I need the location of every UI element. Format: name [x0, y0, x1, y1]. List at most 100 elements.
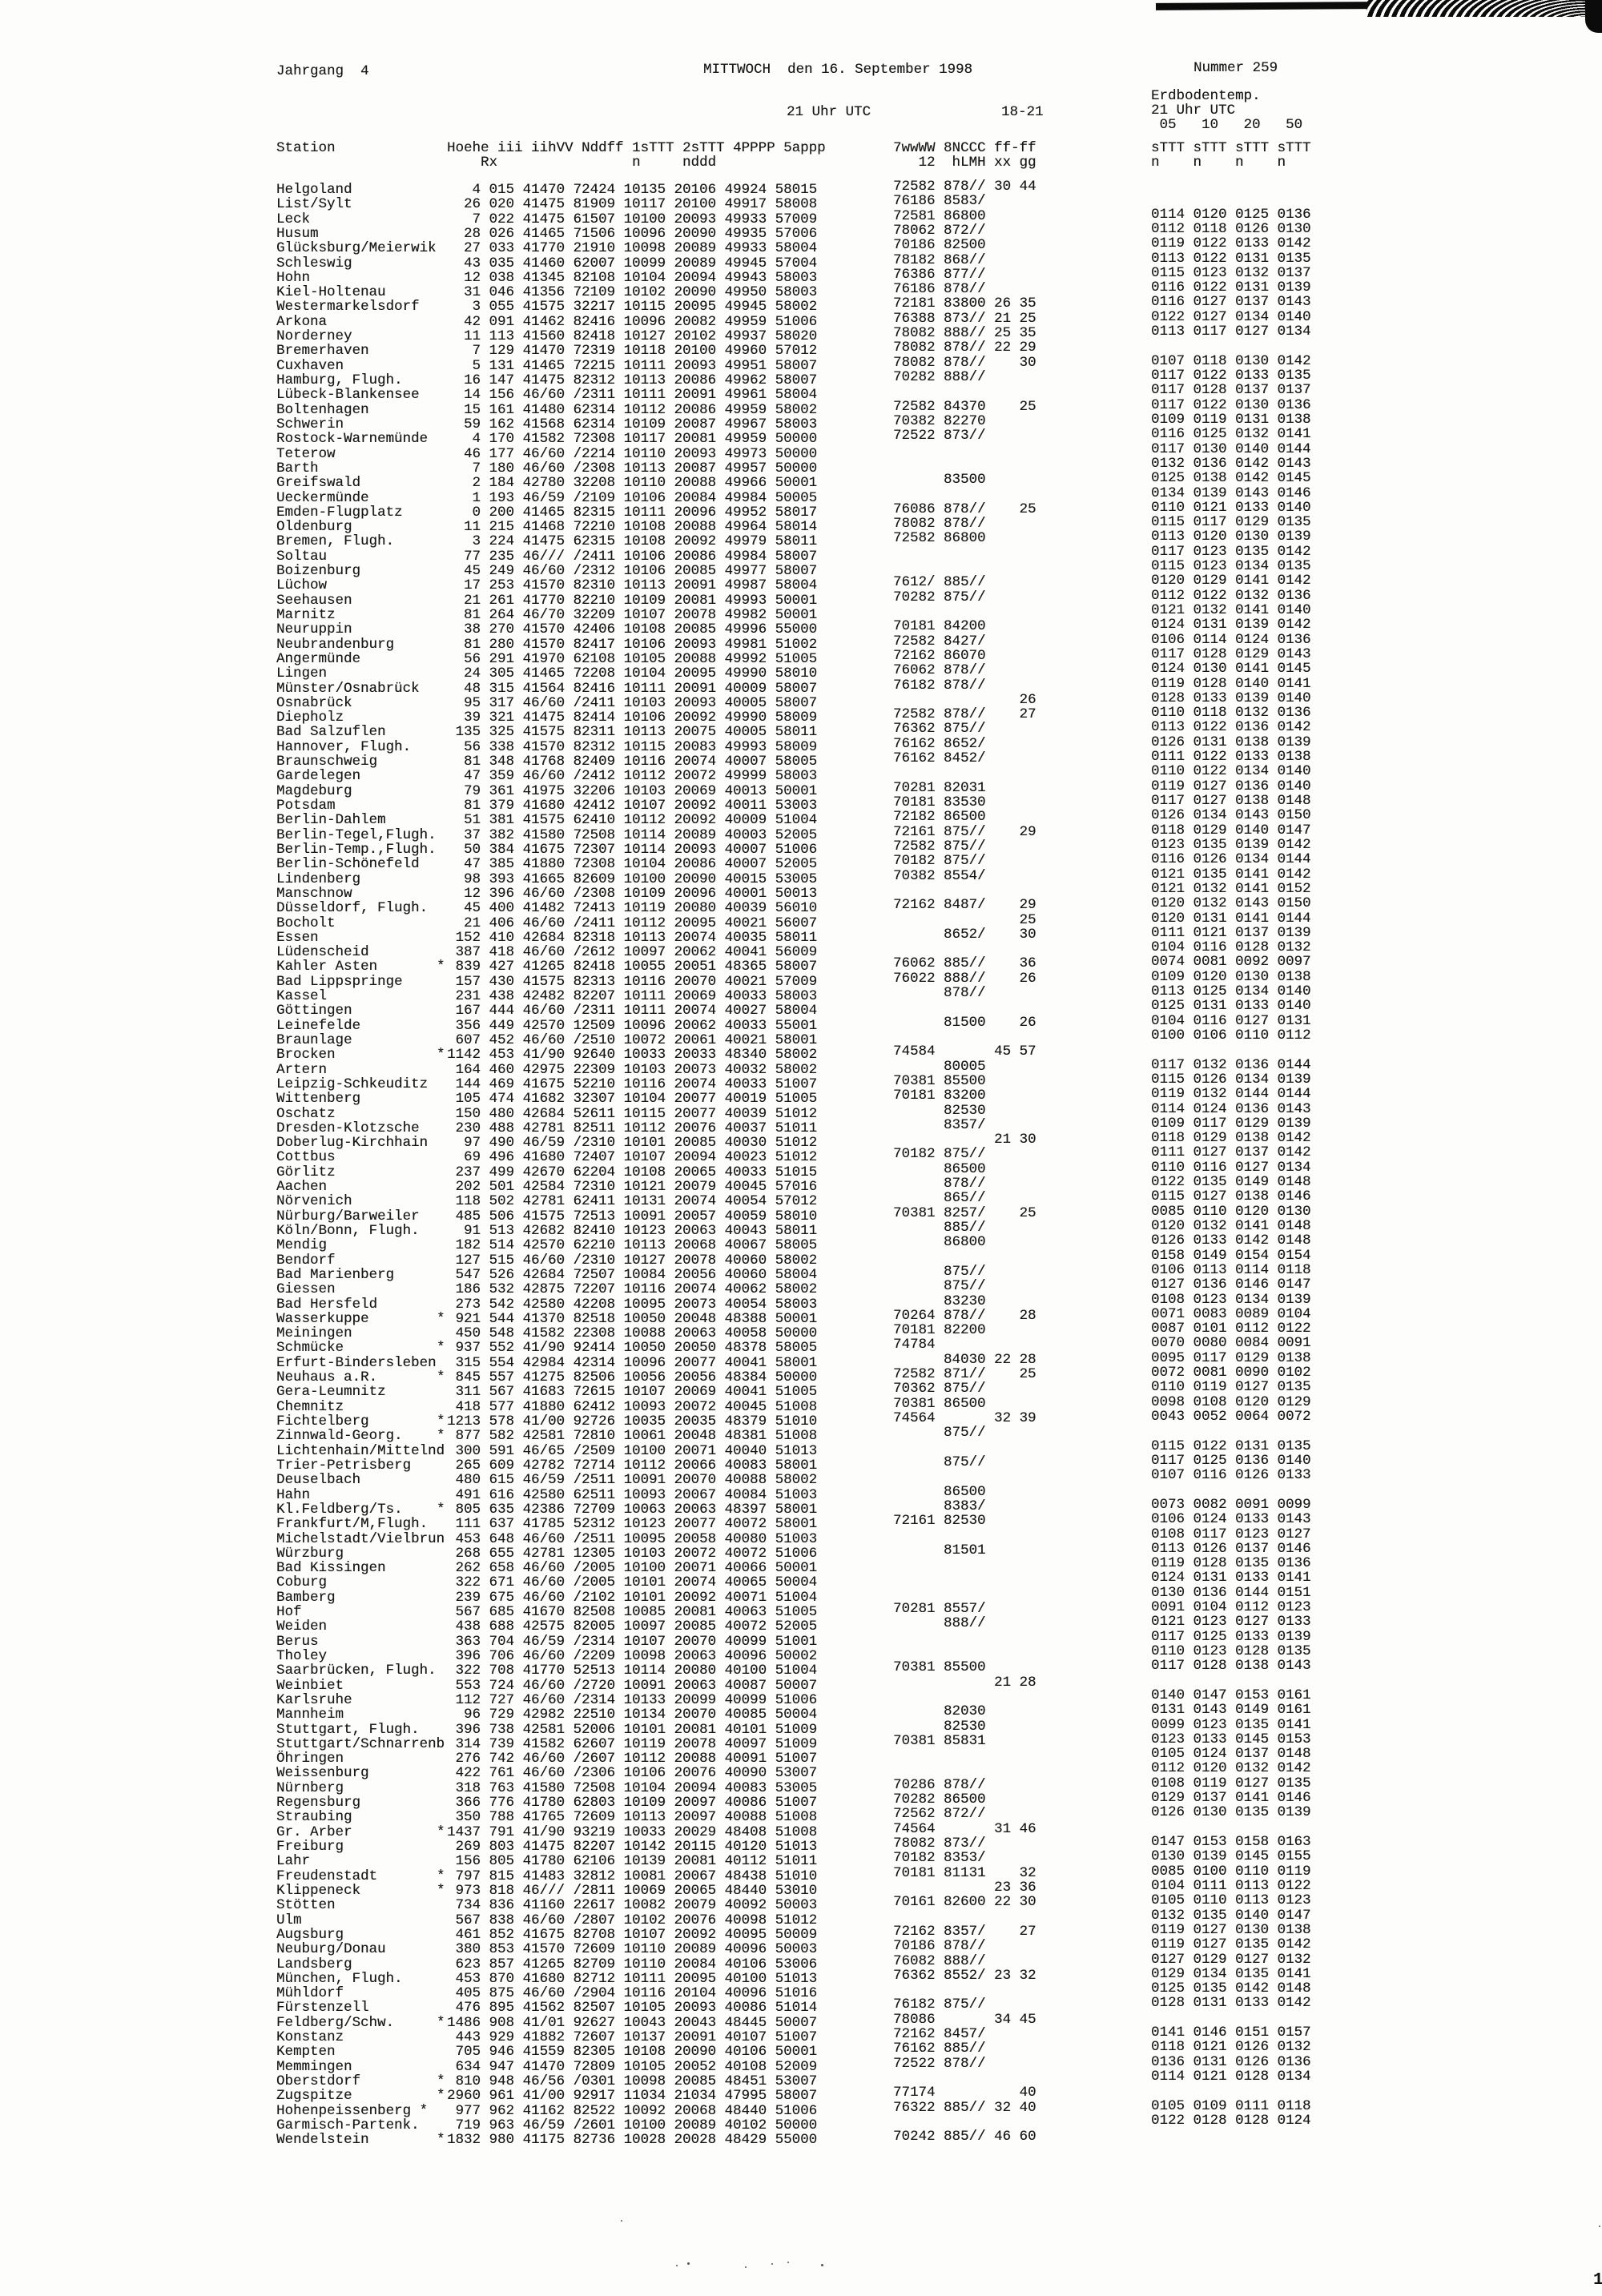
soil-temps: 0117 0127 0138 0148 [1151, 793, 1311, 810]
synop-mid: 72162 8457/ [893, 2026, 986, 2043]
synop-main: 81 348 41768 82409 10116 20074 40007 580… [447, 754, 818, 770]
synop-main: 567 838 46/60 /2807 10102 20076 40098 51… [447, 1912, 818, 1928]
table-row: Manschnow 12 396 46/60 /2308 10109 20096… [0, 882, 1602, 901]
synop-mid: 72582 871// 25 [893, 1366, 1036, 1383]
star-marker: * [437, 1310, 445, 1327]
synop-main: 350 788 41765 72609 10113 20097 40088 51… [447, 1809, 818, 1826]
soil-temps: 0158 0149 0154 0154 [1151, 1247, 1311, 1264]
table-row: Teterow 46 177 46/60 /2214 10110 20093 4… [0, 442, 1602, 461]
station-name: Michelstadt/Vielbrun [276, 1530, 445, 1547]
synop-mid: 78086 34 45 [893, 2011, 1036, 2028]
synop-main: 17 253 41570 82310 10113 20091 49987 580… [447, 577, 818, 594]
soil-temps: 0107 0116 0126 0133 [1151, 1467, 1311, 1484]
soil-temps: 0099 0123 0135 0141 [1151, 1716, 1311, 1733]
table-row: Berlin-Schönefeld 47 385 41880 72308 101… [0, 852, 1602, 871]
station-name: München, Flugh. [276, 1970, 403, 1987]
soil-temps: 0119 0127 0136 0140 [1151, 778, 1311, 794]
table-row: Leinefelde 356 449 42570 12509 10096 200… [0, 1014, 1602, 1033]
soil-temps: 0127 0129 0127 0132 [1151, 1951, 1311, 1968]
table-row: Tholey 396 706 46/60 /2209 10098 20063 4… [0, 1644, 1602, 1663]
table-row: Deuselbach 480 615 46/59 /2511 10091 200… [0, 1468, 1602, 1487]
soil-temps: 0113 0120 0130 0139 [1151, 529, 1311, 545]
synop-mid: 78082 878// 22 29 [893, 340, 1036, 356]
soil-temps: 0118 0129 0140 0147 [1151, 822, 1311, 838]
synop-mid: 80005 [893, 1058, 986, 1075]
station-name: Neuburg/Donau [276, 1941, 386, 1958]
table-row: Cottbus 69 496 41680 72407 10107 20094 4… [0, 1145, 1602, 1164]
station-name: Leipzig-Schkeuditz [276, 1076, 429, 1092]
station-name: Regensburg [276, 1795, 361, 1811]
table-row: Öhringen 276 742 46/60 /2607 10112 20088… [0, 1747, 1602, 1766]
station-name: Weinbiet [276, 1677, 344, 1694]
table-row: Norderney 11 113 41560 82418 10127 20102… [0, 324, 1602, 344]
table-row: Gr. Arber * 1437 791 41/90 93219 10033 200… [0, 1822, 1602, 1840]
station-name: Bocholt [276, 915, 336, 931]
synop-mid: 72522 873// [893, 428, 986, 444]
soil-temps: 0130 0136 0144 0151 [1151, 1584, 1311, 1601]
synop-main: 182 514 42570 62210 10113 20068 40067 58… [447, 1237, 818, 1254]
synop-mid: 70281 82031 [893, 779, 986, 796]
synop-main: 47 359 46/60 /2412 10112 20072 49999 580… [447, 768, 818, 785]
station-name: Oschatz [276, 1105, 336, 1122]
table-row: Neubrandenburg 81 280 41570 82417 10106 … [0, 633, 1602, 653]
synop-main: 105 474 41682 32307 10104 20077 40019 51… [447, 1091, 818, 1108]
synop-main: 81 264 46/70 32209 10107 20078 49982 500… [447, 606, 818, 623]
station-name: Osnabrück [276, 694, 352, 711]
synop-mid: 72581 86800 [893, 207, 986, 224]
station-name: Dresden-Klotzsche [276, 1120, 420, 1136]
synop-main: 231 438 42482 82207 10111 20069 40033 58… [447, 988, 818, 1005]
soil-temps: 0121 0123 0127 0133 [1151, 1614, 1311, 1631]
scan-noise-dot [821, 2264, 823, 2266]
soil-temps: 0107 0118 0130 0142 [1151, 352, 1311, 369]
soil-depth-header: 05 10 20 50 [1151, 117, 1303, 133]
soil-temps: 0117 0128 0129 0143 [1151, 645, 1311, 662]
synop-mid: 70181 81131 32 [893, 1864, 1036, 1881]
station-name: Greifswald [276, 475, 361, 492]
soil-temps: 0095 0117 0129 0138 [1151, 1349, 1311, 1366]
soil-temps: 0112 0118 0126 0130 [1151, 220, 1311, 237]
synop-main: 81 280 41570 82417 10106 20093 49981 510… [447, 636, 818, 653]
station-name: Berlin-Dahlem [276, 812, 386, 829]
soil-temps: 0141 0146 0151 0157 [1151, 2025, 1311, 2041]
star-marker: * [437, 1369, 445, 1386]
synop-main: 1832 980 41175 82736 10028 20028 48429 5… [447, 2132, 818, 2149]
table-row: Bad Salzuflen 135 325 41575 82311 10113 … [0, 720, 1602, 739]
synop-main: 150 480 42684 52611 10115 20077 40039 51… [447, 1105, 818, 1122]
soil-temps: 0119 0128 0140 0141 [1151, 675, 1311, 692]
station-name: Trier-Petrisberg [276, 1457, 412, 1474]
scan-noise-dot [621, 2220, 622, 2222]
station-name: Münster/Osnabrück [276, 680, 420, 697]
soil-temps: 0117 0123 0135 0142 [1151, 543, 1311, 560]
soil-temps: 0123 0135 0139 0142 [1151, 836, 1311, 853]
table-row: Essen 152 410 42684 82318 10113 20074 40… [0, 926, 1602, 945]
synop-mid: 78082 878// 30 [893, 354, 1036, 371]
synop-main: 634 947 41470 72809 10105 20052 40108 52… [447, 2058, 818, 2075]
soil-temps: 0129 0137 0141 0146 [1151, 1790, 1311, 1807]
soil-temps: 0113 0117 0127 0134 [1151, 324, 1311, 340]
soil-temps: 0073 0082 0091 0099 [1151, 1496, 1311, 1513]
synop-main: 95 317 46/60 /2411 10103 20093 40005 580… [447, 694, 818, 711]
synop-mid: 78082 888// 25 35 [893, 325, 1036, 342]
star-marker: * [437, 1824, 445, 1840]
soil-temps: 0115 0126 0134 0139 [1151, 1071, 1311, 1088]
soil-temps: 0116 0126 0134 0144 [1151, 851, 1311, 868]
table-row: Aachen 202 501 42584 72310 10121 20079 4… [0, 1175, 1602, 1196]
station-name: Aachen [276, 1179, 328, 1196]
soil-temps: 0126 0131 0138 0139 [1151, 734, 1311, 750]
station-name: Frankfurt/M,Flugh. [276, 1516, 429, 1533]
synop-main: 4 015 41470 72424 10135 20106 49924 5801… [447, 182, 818, 198]
soil-temps: 0117 0130 0140 0144 [1151, 440, 1311, 457]
synop-mid: 72522 878// [893, 2055, 986, 2072]
col-header-main-1: Hoehe iii iihVV Nddff 1sTTT 2sTTT 4PPPP … [447, 140, 826, 156]
station-name: Nörvenich [276, 1193, 352, 1210]
table-row: Arkona 42 091 41462 82416 10096 20082 49… [0, 310, 1602, 329]
station-name: Göttingen [276, 1003, 352, 1019]
star-marker: * [437, 1428, 445, 1445]
synop-mid: 23 36 [893, 1879, 1036, 1896]
station-name: Kl.Feldberg/Ts. [276, 1501, 403, 1518]
table-row: Emden-Flugplatz 0 200 41465 82315 10111 … [0, 501, 1602, 520]
synop-main: 157 430 41575 82313 10116 20070 40021 57… [447, 973, 818, 990]
synop-main: 164 460 42975 22309 10103 20073 40032 58… [447, 1061, 818, 1078]
synop-mid: 76162 8452/ [893, 750, 986, 767]
